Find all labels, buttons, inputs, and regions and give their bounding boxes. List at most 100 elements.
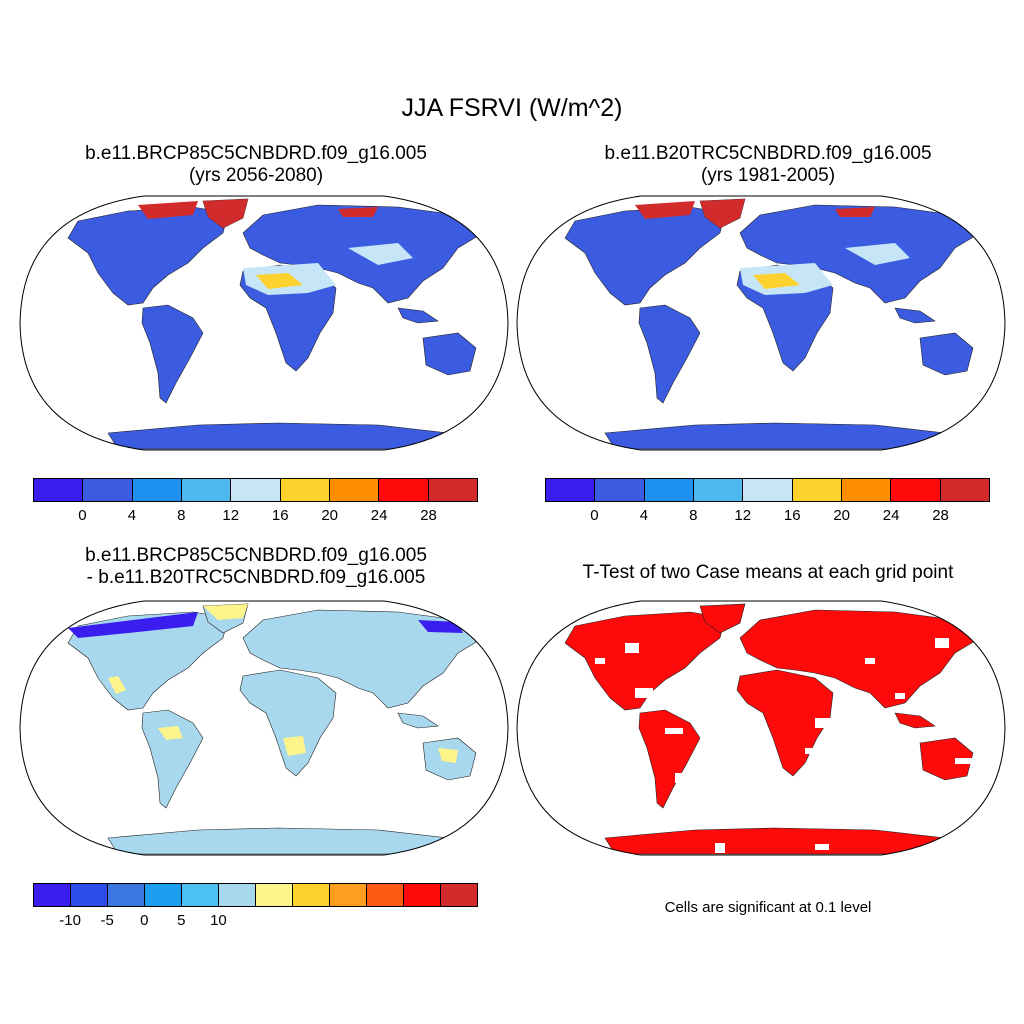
nonsignificant-cell [805, 748, 819, 754]
nonsignificant-cell [635, 688, 653, 698]
colorbar-swatch [428, 479, 477, 501]
nonsignificant-cell [625, 643, 639, 653]
colorbar-swatch [367, 884, 404, 906]
colorbar-swatch [404, 884, 441, 906]
sahara-hot-region [256, 273, 303, 289]
colorbar-tick-label: 10 [210, 912, 227, 929]
colorbar-tick-label: 4 [639, 507, 649, 524]
panel-2-title: b.e11.B20TRC5CNBDRD.f09_g16.005 (yrs 198… [512, 143, 1024, 187]
arctic-canada-region [138, 201, 198, 219]
colorbar-tick-label: 20 [321, 507, 338, 524]
panel-3-title-case-a: b.e11.BRCP85C5CNBDRD.f09_g16.005 [85, 545, 427, 566]
colorbar-swatch [34, 479, 84, 501]
colorbar-tick-label: 28 [420, 507, 437, 524]
nonsignificant-cell [815, 718, 833, 728]
arctic-siberia-region [835, 207, 875, 217]
colorbar-swatch [108, 884, 145, 906]
land-samerica [141, 709, 204, 809]
colorbar-swatch [329, 479, 380, 501]
land-samerica [638, 709, 701, 809]
figure-title: JJA FSRVI (W/m^2) [401, 94, 623, 122]
nonsignificant-cell [815, 844, 829, 850]
nonsignificant-cell [895, 693, 905, 699]
panel-1-title-years: (yrs 2056-2080) [188, 164, 324, 186]
nonsignificant-cell [865, 658, 875, 664]
land-indonesia [894, 712, 936, 729]
panel-1-title-case: b.e11.BRCP85C5CNBDRD.f09_g16.005 [85, 143, 427, 164]
colorbar-swatch [891, 479, 941, 501]
land-samerica [638, 304, 701, 404]
greenland-positive-region [203, 604, 248, 620]
greenland-region [203, 199, 248, 228]
nonsignificant-cell [935, 638, 949, 648]
sahara-hot-region [753, 273, 800, 289]
colorbar-swatch [34, 884, 71, 906]
nonsignificant-cell [665, 728, 683, 734]
panel-3-title-case-b: - b.e11.B20TRC5CNBDRD.f09_g16.005 [86, 566, 426, 588]
colorbar-swatch [145, 884, 182, 906]
land-samerica [141, 304, 204, 404]
colorbar-swatch [441, 884, 477, 906]
colorbar-tick-label: 12 [222, 507, 240, 524]
colorbar-swatch [792, 479, 842, 501]
nonsignificant-cell [595, 658, 605, 664]
siberia-negative-region [418, 620, 463, 633]
africa-positive-region [283, 736, 306, 756]
map-panel-case1 [19, 195, 509, 451]
colorbar-tick-label: 16 [783, 507, 801, 524]
asia-desert-region [845, 243, 910, 265]
colorbar-case1 [33, 478, 478, 502]
colorbar-swatch [132, 479, 182, 501]
colorbar-tick-label: 0 [140, 912, 149, 929]
colorbar-swatch [693, 479, 744, 501]
arctic-siberia-region [338, 207, 378, 217]
colorbar-swatch [546, 479, 596, 501]
australia-positive-region [438, 748, 458, 763]
land-africa [239, 669, 337, 777]
land-antarctica [604, 422, 946, 450]
panel-2-title-case: b.e11.B20TRC5CNBDRD.f09_g16.005 [604, 143, 932, 164]
colorbar-swatch [379, 479, 429, 501]
land-australia [919, 332, 974, 376]
nonsignificant-cell [955, 758, 973, 764]
nonsignificant-cell [675, 773, 685, 783]
map-border [516, 600, 1006, 856]
colorbar-swatch [231, 479, 281, 501]
colorbar-tick-label: 28 [932, 507, 949, 524]
arctic-negative-region [68, 612, 198, 638]
map-border [516, 195, 1006, 451]
panel-1-title: b.e11.BRCP85C5CNBDRD.f09_g16.005 (yrs 20… [0, 143, 512, 187]
colorbar-swatch [182, 884, 219, 906]
colorbar-swatch [293, 884, 330, 906]
colorbar-swatch [181, 479, 232, 501]
panel-3-title: b.e11.BRCP85C5CNBDRD.f09_g16.005 - b.e11… [0, 545, 512, 589]
colorbar-difference-ticks: -10 -5 0 5 10 [33, 912, 478, 932]
land-australia [919, 737, 974, 781]
land-eurasia [739, 609, 981, 709]
significance-note: Cells are significant at 0.1 level [664, 899, 872, 916]
map-panel-case2 [516, 195, 1006, 451]
map-border [19, 195, 509, 451]
colorbar-swatch [595, 479, 645, 501]
colorbar-tick-label: 0 [78, 507, 87, 524]
colorbar-swatch [219, 884, 256, 906]
colorbar-case2 [545, 478, 990, 502]
colorbar-tick-label: 24 [882, 507, 900, 524]
colorbar-case1-ticks: 0 4 8 12 16 20 24 28 [33, 507, 478, 527]
land-antarctica [107, 827, 449, 855]
greenland-region [700, 199, 745, 228]
colorbar-tick-label: 24 [370, 507, 388, 524]
colorbar-tick-label: 16 [271, 507, 289, 524]
colorbar-tick-label: -5 [100, 912, 114, 929]
colorbar-tick-label: 5 [177, 912, 186, 929]
colorbar-swatch [280, 479, 330, 501]
colorbar-tick-label: 4 [127, 507, 137, 524]
land-australia [422, 332, 477, 376]
colorbar-tick-label: -10 [59, 912, 81, 929]
colorbar-swatch [71, 884, 108, 906]
colorbar-swatch [330, 884, 367, 906]
colorbar-swatch [644, 479, 694, 501]
map-panel-difference [19, 600, 509, 856]
panel-4-title-text: T-Test of two Case means at each grid po… [582, 562, 954, 583]
colorbar-case2-ticks: 0 4 8 12 16 20 24 28 [545, 507, 990, 527]
